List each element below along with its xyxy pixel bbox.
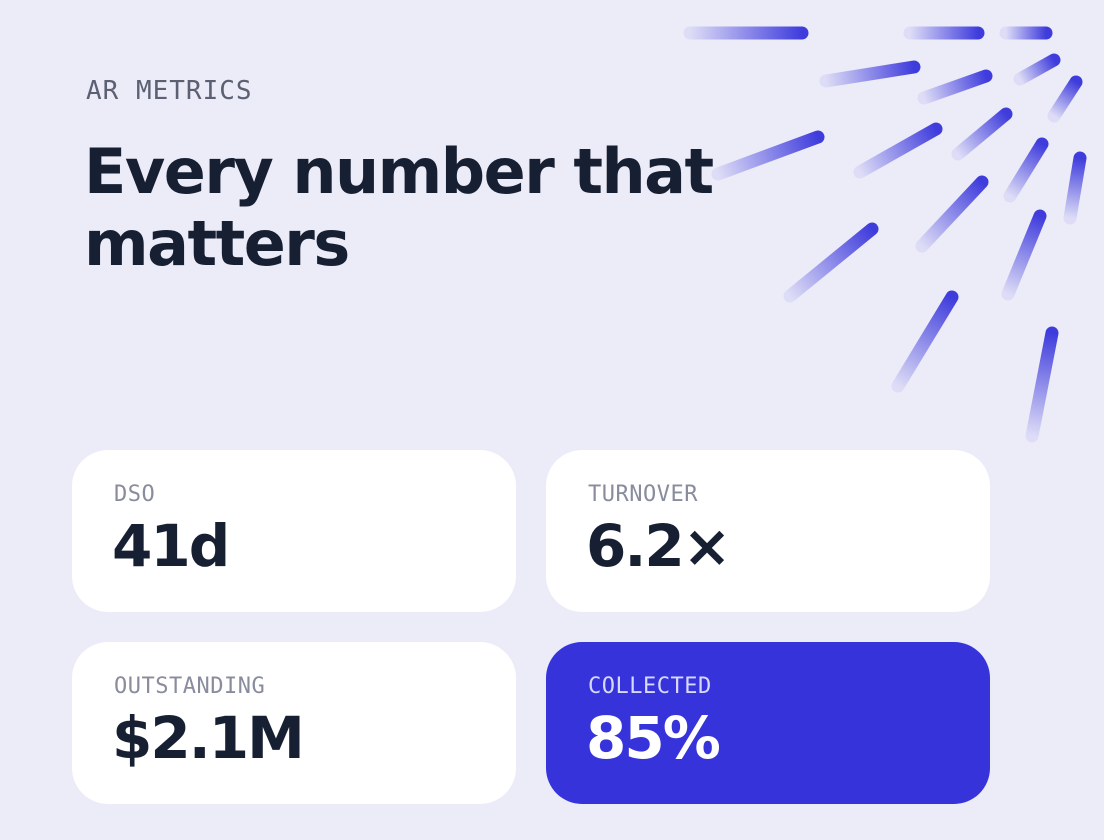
metric-value: 41d xyxy=(112,512,230,580)
metric-card-turnover: TURNOVER 6.2× xyxy=(546,450,990,612)
burst-ray xyxy=(1003,137,1049,203)
burst-ray xyxy=(1001,209,1047,301)
metric-label: COLLECTED xyxy=(588,674,712,699)
burst-ray xyxy=(1025,326,1059,443)
burst-ray xyxy=(951,107,1013,161)
metric-card-collected: COLLECTED 85% xyxy=(546,642,990,804)
page-title: Every number that matters xyxy=(84,135,714,280)
metric-label: TURNOVER xyxy=(588,482,698,507)
metric-value: $2.1M xyxy=(112,704,305,772)
eyebrow-label: AR METRICS xyxy=(86,76,253,106)
metric-label: DSO xyxy=(114,482,156,507)
burst-ray xyxy=(819,60,921,88)
burst-ray xyxy=(1013,53,1061,86)
burst-ray xyxy=(1047,75,1083,123)
burst-ray xyxy=(1063,151,1087,225)
burst-ray xyxy=(711,130,825,181)
burst-ray xyxy=(917,69,993,105)
burst-ray xyxy=(783,222,879,303)
decorative-burst xyxy=(683,26,1087,443)
metric-value: 85% xyxy=(586,704,721,772)
burst-ray xyxy=(853,122,943,179)
burst-ray xyxy=(915,175,989,253)
metric-label: OUTSTANDING xyxy=(114,674,266,699)
burst-ray xyxy=(891,290,959,393)
metric-card-outstanding: OUTSTANDING $2.1M xyxy=(72,642,516,804)
metric-card-dso: DSO 41d xyxy=(72,450,516,612)
metric-value: 6.2× xyxy=(586,512,731,580)
